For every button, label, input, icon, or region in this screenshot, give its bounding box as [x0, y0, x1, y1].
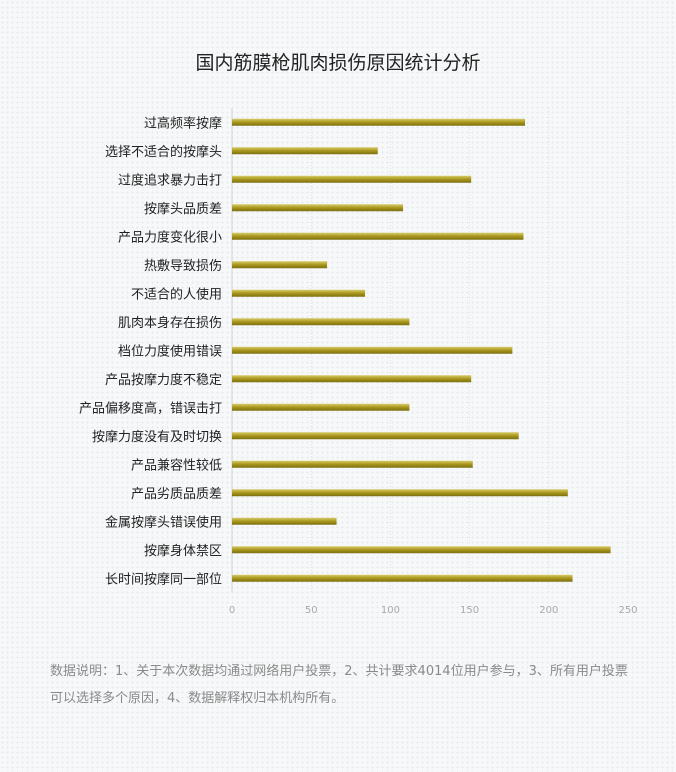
- bar: [232, 517, 337, 525]
- x-tick-label: 200: [539, 605, 558, 616]
- category-label: 产品力度变化很小: [118, 229, 222, 245]
- category-label: 按摩头品质差: [144, 201, 222, 217]
- bar: [232, 489, 568, 497]
- x-tick-label: 50: [305, 605, 318, 616]
- category-label: 不适合的人使用: [131, 286, 222, 302]
- bar: [232, 403, 410, 411]
- bar: [232, 460, 473, 468]
- category-label: 产品偏移度高，错误击打: [79, 400, 222, 416]
- bar: [232, 261, 328, 269]
- category-label: 金属按摩头错误使用: [105, 514, 222, 530]
- bar: [232, 375, 472, 383]
- category-label: 过高频率按摩: [144, 115, 222, 131]
- category-label: 长时间按摩同一部位: [105, 571, 222, 587]
- bar: [232, 289, 366, 297]
- x-tick-label: 100: [381, 605, 400, 616]
- bar: [232, 118, 526, 126]
- category-label: 按摩力度没有及时切换: [92, 429, 222, 445]
- category-label: 过度追求暴力击打: [118, 172, 222, 188]
- x-tick-label: 250: [618, 605, 637, 616]
- category-label: 产品劣质品质差: [131, 487, 222, 502]
- bar: [232, 574, 573, 582]
- category-label: 档位力度使用错误: [118, 343, 222, 359]
- category-label: 按摩身体禁区: [144, 543, 222, 559]
- category-label: 热敷导致损伤: [144, 259, 222, 274]
- bar: [232, 346, 513, 354]
- x-tick-label: 150: [460, 605, 479, 616]
- bar-chart: 0 50 100 150 200 250 过高频率按摩选择不适合的按摩头过度追求暴力击打按摩…: [79, 108, 638, 616]
- data-note: 数据说明：1、关于本次数据均通过网络用户投票，2、共计要求4014位用户参与，3…: [50, 664, 628, 706]
- bar: [232, 175, 472, 183]
- category-label: 产品按摩力度不稳定: [105, 372, 222, 388]
- category-label: 肌肉本身存在损伤: [118, 315, 222, 331]
- bar: [232, 432, 519, 440]
- bar: [232, 147, 378, 155]
- x-tick-label: 0: [229, 605, 235, 616]
- bar: [232, 546, 611, 554]
- bar: [232, 204, 404, 212]
- bar: [232, 232, 524, 240]
- bar: [232, 318, 410, 326]
- category-label: 选择不适合的按摩头: [105, 144, 222, 160]
- category-label: 产品兼容性较低: [131, 457, 222, 473]
- chart-title: 国内筋膜枪肌肉损伤原因统计分析: [195, 52, 481, 74]
